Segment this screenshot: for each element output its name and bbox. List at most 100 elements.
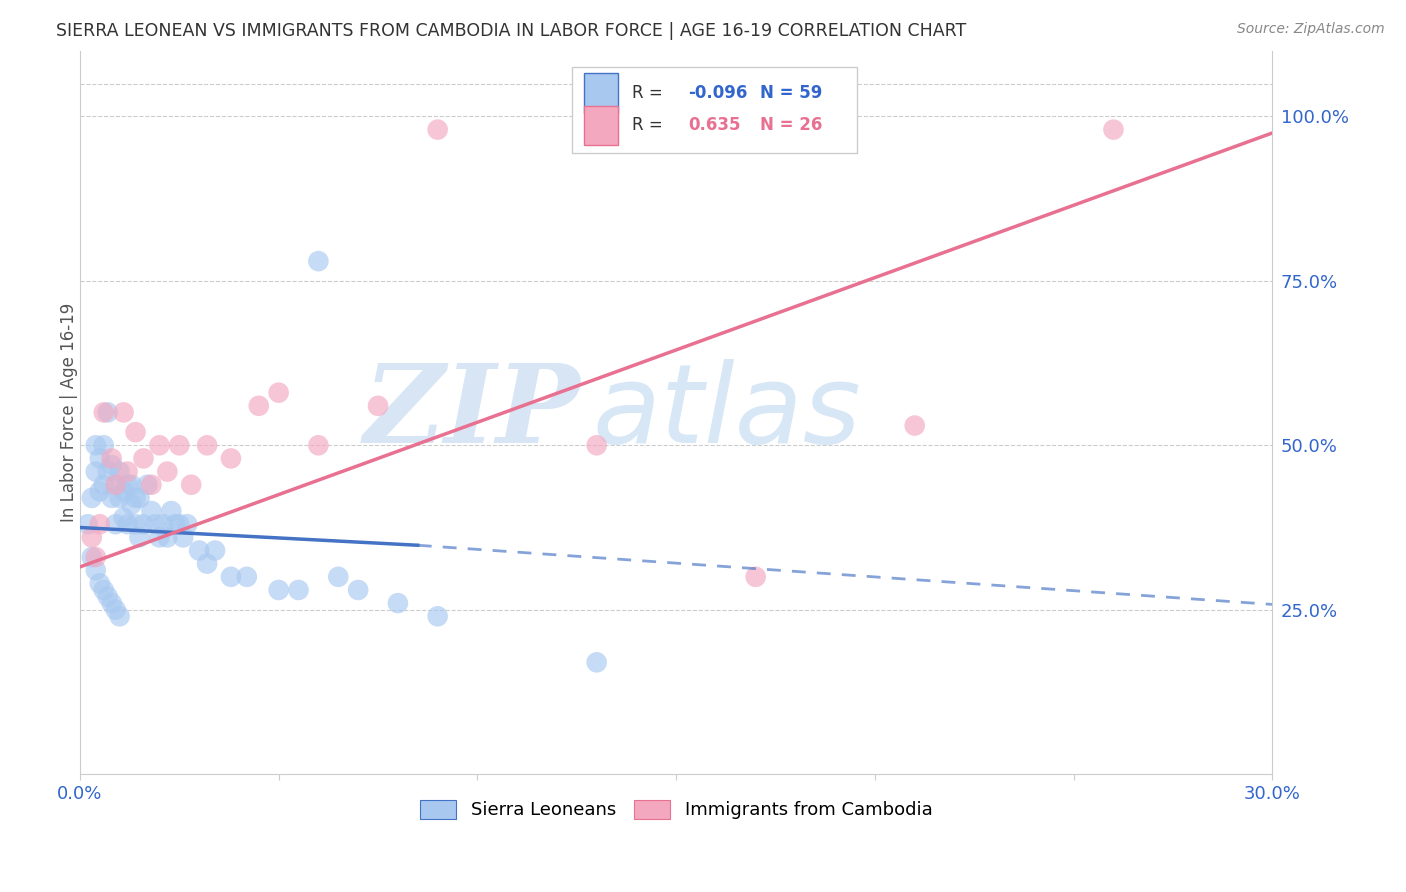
Point [128, 530, 150, 544]
Point [152, 517, 174, 532]
Point [156, 530, 179, 544]
Point [136, 477, 159, 491]
Point [204, 543, 226, 558]
Point [195, 438, 218, 452]
Point [267, 385, 290, 400]
Y-axis label: In Labor Force | Age 16-19: In Labor Force | Age 16-19 [60, 302, 77, 522]
Point [117, 465, 139, 479]
Point [80, 491, 103, 505]
Point [100, 596, 122, 610]
Point [132, 451, 155, 466]
Point [247, 399, 270, 413]
Point [347, 582, 370, 597]
Text: Source: ZipAtlas.com: Source: ZipAtlas.com [1237, 22, 1385, 37]
Point [307, 438, 329, 452]
Point [89, 517, 111, 532]
Point [117, 477, 139, 491]
Point [219, 570, 242, 584]
Point [172, 530, 194, 544]
Point [80, 530, 103, 544]
Point [104, 517, 127, 532]
Point [112, 510, 135, 524]
Point [124, 517, 146, 532]
Point [121, 477, 143, 491]
Legend: Sierra Leoneans, Immigrants from Cambodia: Sierra Leoneans, Immigrants from Cambodi… [413, 793, 939, 827]
Point [89, 484, 111, 499]
Point [124, 491, 146, 505]
Point [100, 491, 122, 505]
Point [236, 570, 259, 584]
Point [328, 570, 350, 584]
Point [117, 517, 139, 532]
Point [387, 596, 409, 610]
Point [93, 405, 115, 419]
Point [167, 517, 190, 532]
Point [93, 477, 115, 491]
Point [367, 399, 389, 413]
Point [108, 491, 131, 505]
FancyBboxPatch shape [585, 105, 617, 145]
Point [97, 590, 120, 604]
Point [426, 122, 449, 136]
Point [100, 451, 122, 466]
Point [100, 458, 122, 472]
Text: atlas: atlas [593, 359, 862, 466]
Point [80, 550, 103, 565]
Point [167, 438, 190, 452]
Point [287, 582, 309, 597]
Text: SIERRA LEONEAN VS IMMIGRANTS FROM CAMBODIA IN LABOR FORCE | AGE 16-19 CORRELATIO: SIERRA LEONEAN VS IMMIGRANTS FROM CAMBOD… [56, 22, 966, 40]
Point [426, 609, 449, 624]
Point [145, 517, 167, 532]
Point [97, 465, 120, 479]
Point [1102, 122, 1125, 136]
Point [112, 405, 135, 419]
Point [188, 543, 211, 558]
Point [267, 582, 290, 597]
Point [84, 465, 107, 479]
FancyBboxPatch shape [585, 73, 617, 113]
Point [180, 477, 202, 491]
Point [307, 254, 329, 268]
Point [141, 504, 163, 518]
Point [84, 438, 107, 452]
Point [219, 451, 242, 466]
Point [132, 517, 155, 532]
Point [112, 484, 135, 499]
Point [904, 418, 927, 433]
Point [93, 582, 115, 597]
Text: 0.635: 0.635 [688, 116, 741, 134]
Point [148, 530, 170, 544]
Point [585, 438, 607, 452]
FancyBboxPatch shape [572, 67, 858, 153]
Point [141, 477, 163, 491]
Point [93, 438, 115, 452]
Point [176, 517, 198, 532]
Point [108, 609, 131, 624]
Text: R =: R = [633, 84, 668, 102]
Text: R =: R = [633, 116, 673, 134]
Text: ZIP: ZIP [364, 359, 581, 467]
Point [89, 576, 111, 591]
Point [156, 465, 179, 479]
Point [195, 557, 218, 571]
Point [585, 656, 607, 670]
Point [108, 465, 131, 479]
Point [104, 477, 127, 491]
Point [84, 550, 107, 565]
Point [104, 477, 127, 491]
Point [148, 438, 170, 452]
Point [121, 498, 143, 512]
Point [89, 451, 111, 466]
Point [104, 603, 127, 617]
Point [84, 563, 107, 577]
Point [128, 491, 150, 505]
Point [76, 517, 98, 532]
Point [744, 570, 766, 584]
Point [165, 517, 187, 532]
Text: N = 26: N = 26 [759, 116, 823, 134]
Text: -0.096: -0.096 [688, 84, 748, 102]
Text: N = 59: N = 59 [759, 84, 823, 102]
Point [97, 405, 120, 419]
Point [124, 425, 146, 439]
Point [160, 504, 183, 518]
